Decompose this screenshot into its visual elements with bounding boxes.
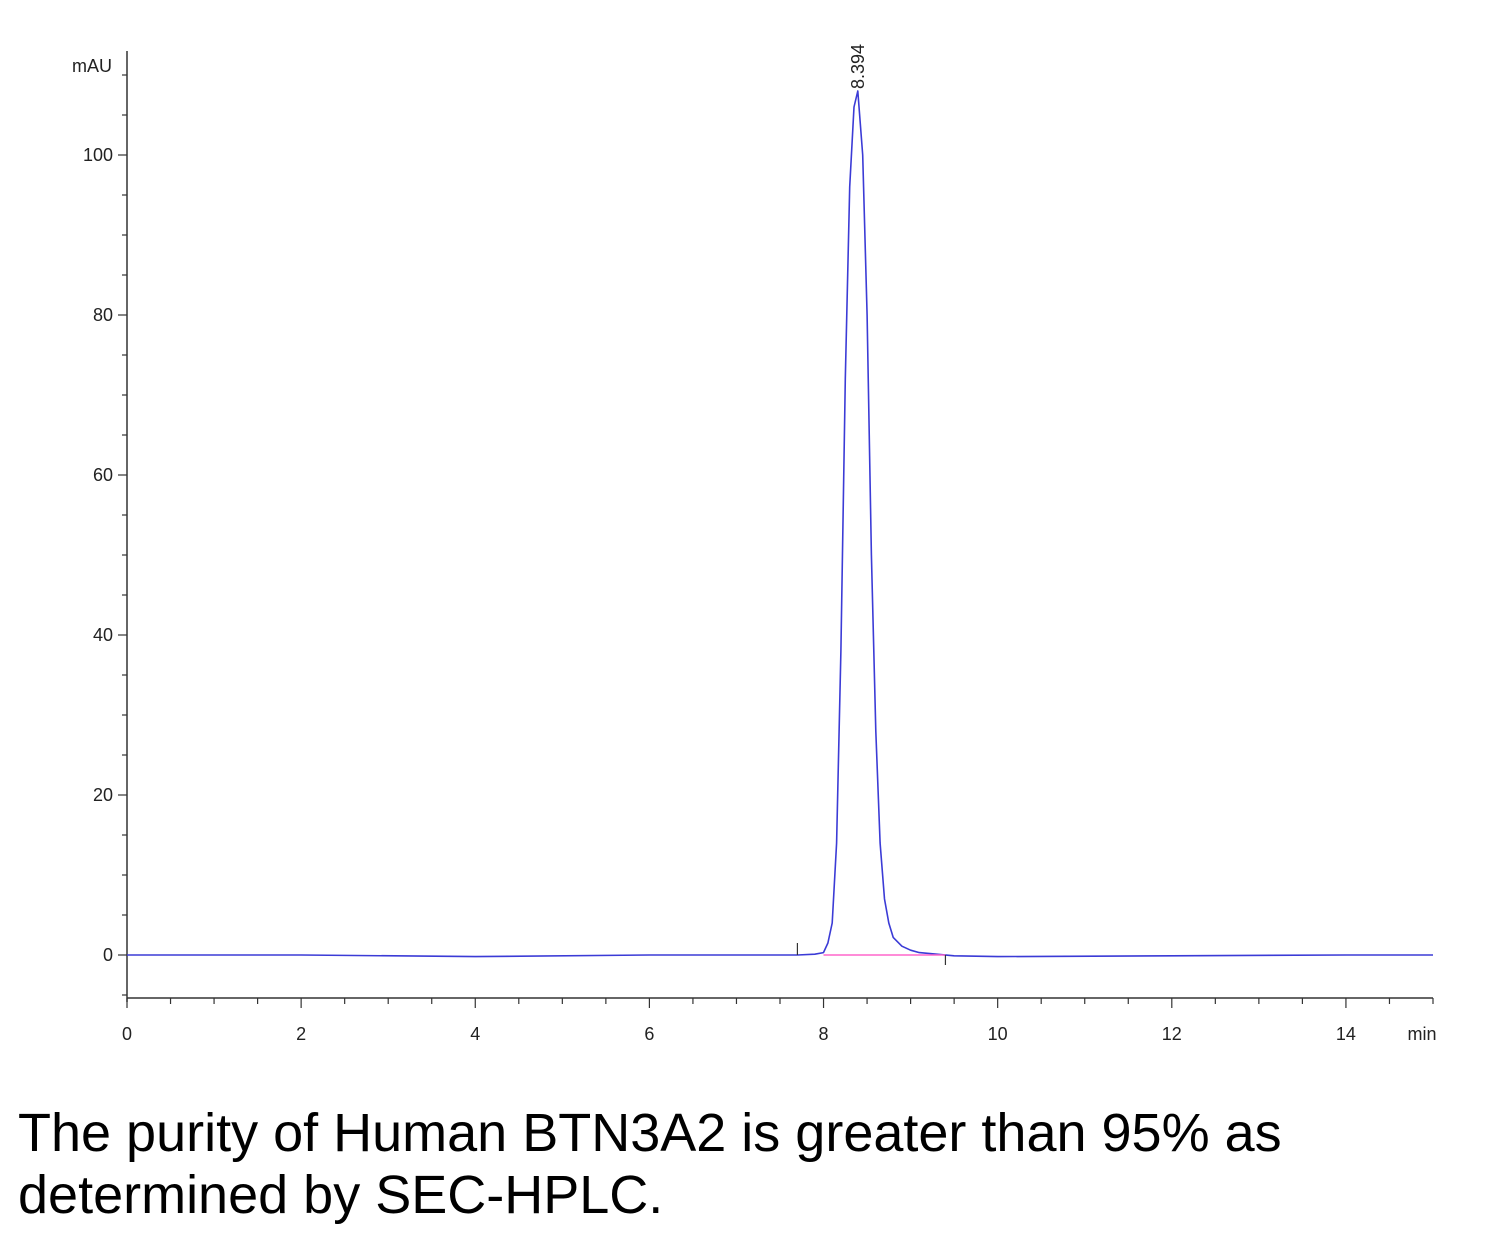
x-tick-label: 10: [988, 1024, 1008, 1044]
y-axis: 0 20 40 60 80 100: [83, 51, 128, 1002]
y-tick-label: 20: [93, 785, 113, 805]
x-tick-label: 4: [470, 1024, 480, 1044]
x-tick-label: 12: [1162, 1024, 1182, 1044]
peak-rt-label: 8.394: [848, 44, 868, 89]
series-layer: [127, 90, 1433, 965]
y-tick-label: 60: [93, 465, 113, 485]
purity-caption: The purity of Human BTN3A2 is greater th…: [18, 1103, 1282, 1225]
x-tick-label: 2: [296, 1024, 306, 1044]
y-tick-label: 40: [93, 625, 113, 645]
x-tick-label: 0: [122, 1024, 132, 1044]
chromatogram-chart: 0 20 40 60 80 100 0 2 4 6 8 10 12 14 mAU min 8.394: [72, 44, 1437, 1044]
y-unit-label: mAU: [72, 56, 112, 76]
peak-labels: 8.394: [848, 44, 868, 89]
x-axis: 0 2 4 6 8 10 12 14: [122, 997, 1434, 1044]
signal-trace: [127, 90, 1433, 958]
x-tick-label: 14: [1336, 1024, 1356, 1044]
y-tick-label: 80: [93, 305, 113, 325]
x-tick-label: 6: [644, 1024, 654, 1044]
x-unit-label: min: [1407, 1024, 1436, 1044]
x-tick-label: 8: [819, 1024, 829, 1044]
y-tick-label: 0: [103, 945, 113, 965]
y-tick-label: 100: [83, 145, 113, 165]
